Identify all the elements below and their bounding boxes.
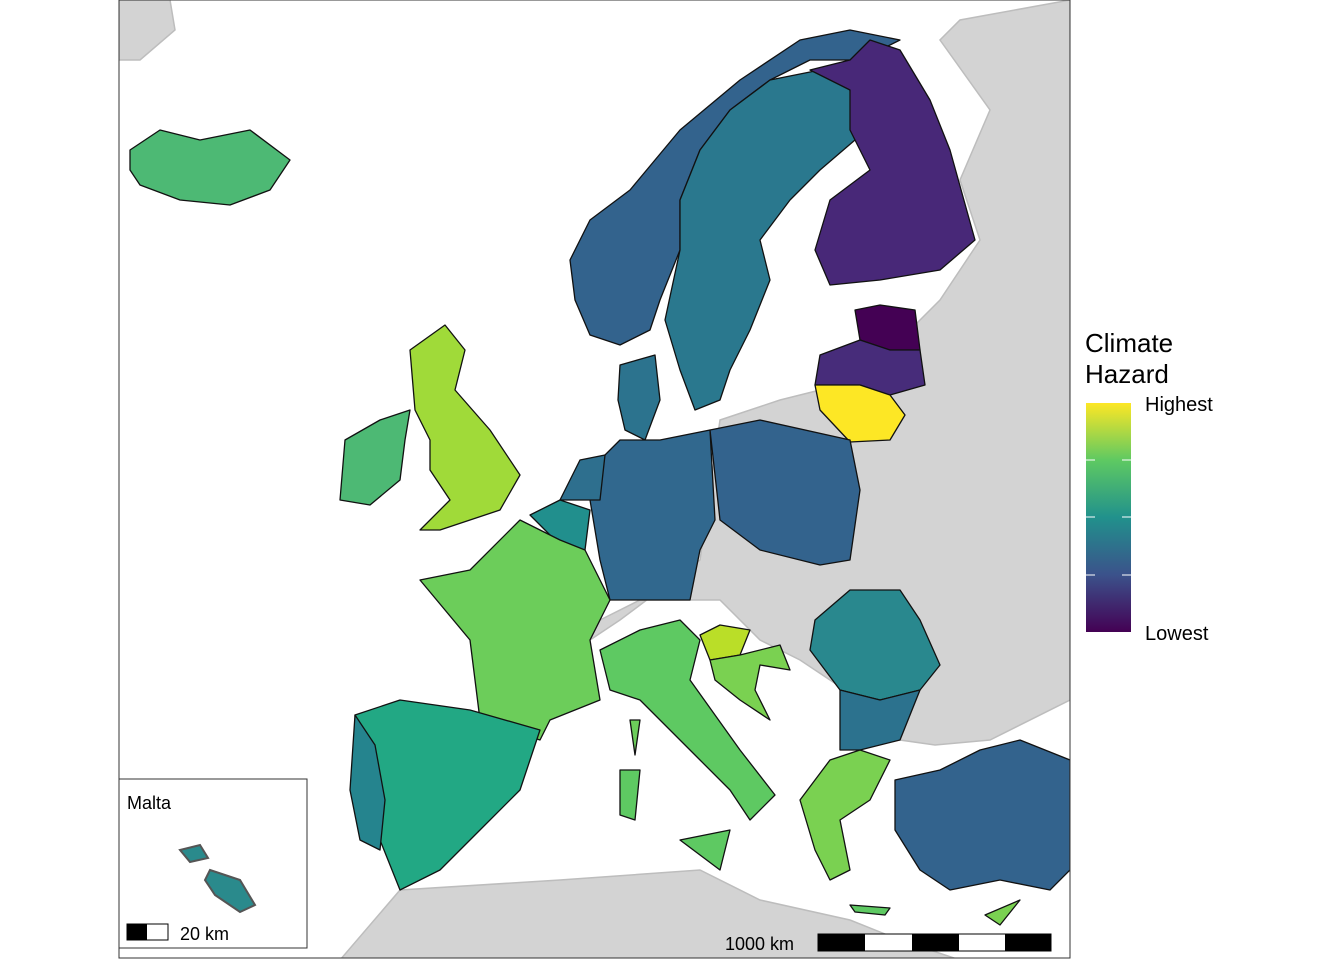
island [849,904,891,916]
island [679,829,731,871]
country [839,689,921,751]
colorbar-ticks [1086,459,1131,576]
country [339,409,411,506]
country [894,739,1070,891]
country [809,39,976,286]
inset-frame [119,778,308,949]
country [664,69,856,411]
legend-title: Climate [1085,328,1173,358]
legend-title: Hazard [1085,359,1169,389]
inset-title: Malta [127,793,172,813]
country [409,324,521,531]
country [799,749,891,881]
country [709,644,791,721]
legend-label: Highest [1145,394,1213,416]
scale-label: 1000 km [725,934,794,954]
island [178,843,210,864]
island [203,868,257,914]
panel-border [118,0,1071,959]
country [814,384,906,443]
non-eu-land [119,0,176,61]
legend-label: Lowest [1145,623,1209,645]
country [599,619,776,821]
inset-scale-label: 20 km [180,924,229,944]
country [699,624,751,661]
country [589,429,716,601]
country [349,714,386,851]
island [629,719,641,756]
map-panel: 1000 km Malta 20 km [119,0,1070,958]
country [129,129,291,206]
island [984,899,1021,926]
country [809,589,941,701]
country [709,419,861,566]
island [619,769,641,821]
non-eu-land [340,869,957,958]
country [559,454,606,501]
